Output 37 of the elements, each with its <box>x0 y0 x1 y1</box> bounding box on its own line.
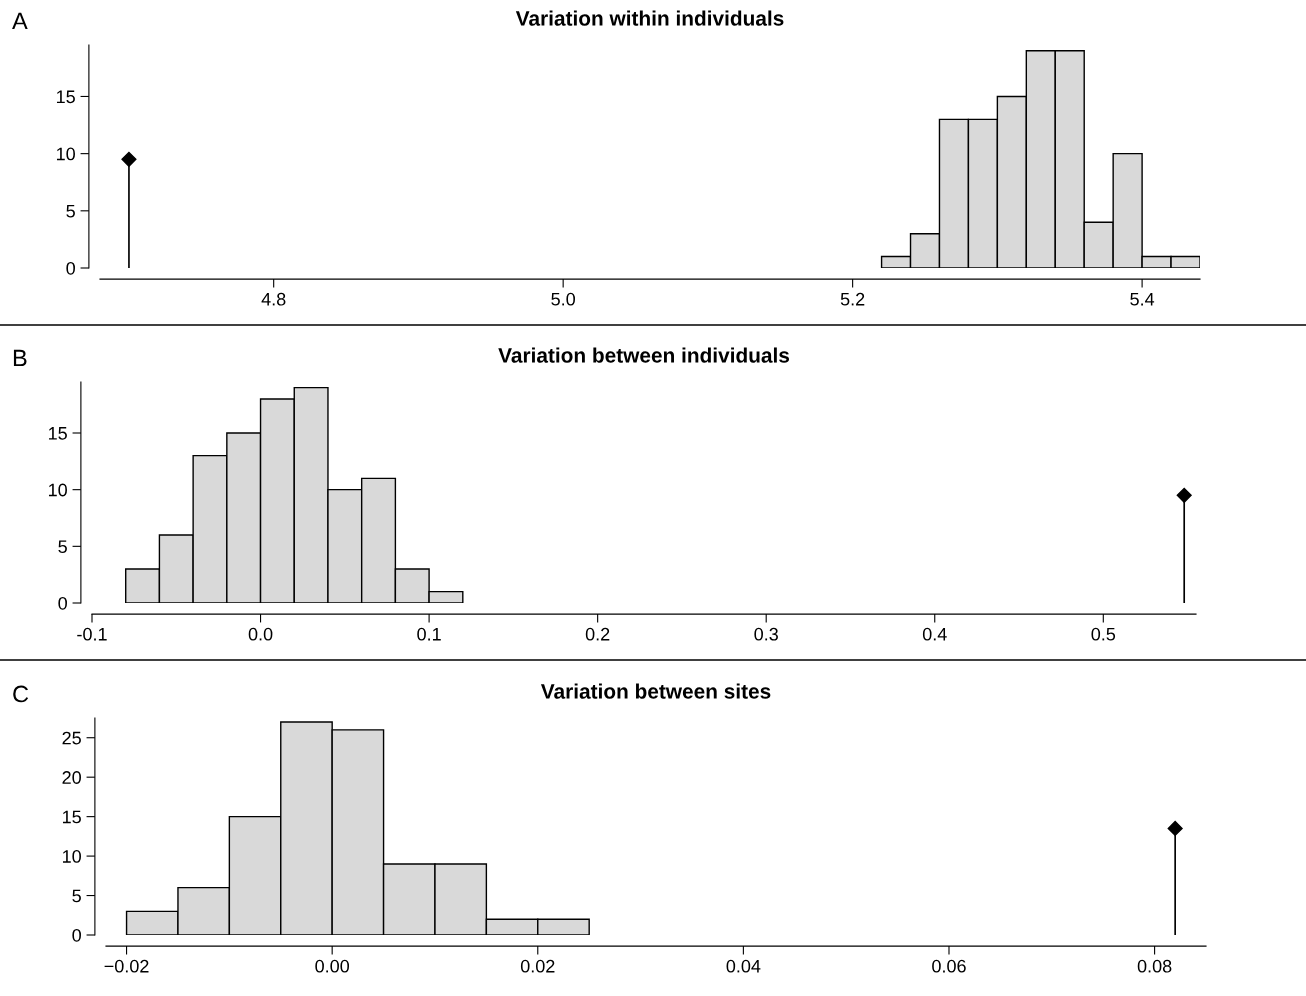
y-tick-label: 10 <box>56 147 75 161</box>
x-tick-label: 0.0 <box>248 627 273 641</box>
text: B <box>13 349 27 367</box>
x-tick-label: -0.1 <box>77 627 107 641</box>
x-tick-label: 0.08 <box>1137 959 1172 973</box>
x-tick-label: 0.4 <box>922 627 947 641</box>
y-tick-label: 15 <box>48 427 67 440</box>
chart-title: Variation between sites <box>540 683 771 699</box>
text: C <box>13 685 29 703</box>
text: A <box>12 12 28 30</box>
y-tick-label: 10 <box>62 850 81 863</box>
x-tick-label: 5.0 <box>551 292 575 306</box>
y-tick-label: 15 <box>56 90 75 104</box>
x-tick-label: 0.5 <box>1091 627 1116 641</box>
y-tick-label: 5 <box>66 204 75 218</box>
y-tick-label: 5 <box>58 540 67 554</box>
x-tick-label: 5.2 <box>840 292 865 306</box>
y-tick-label: 15 <box>62 810 81 824</box>
y-tick-label: 25 <box>62 731 81 745</box>
x-tick-label: 0.1 <box>417 627 441 641</box>
x-tick-label: 0.06 <box>932 959 966 973</box>
x-tick-label: 5.4 <box>1130 292 1155 306</box>
y-tick-label: 0 <box>66 261 75 275</box>
y-tick-label: 0 <box>72 928 81 942</box>
x-tick-label: 4.8 <box>261 292 286 306</box>
y-tick-label: 10 <box>48 483 67 497</box>
chart-title: Variation within individuals <box>515 10 784 26</box>
y-tick-label: 20 <box>62 771 81 784</box>
y-tick-label: 0 <box>58 596 67 610</box>
x-tick-label: 0.00 <box>315 959 350 973</box>
x-tick-label: 0.3 <box>754 627 778 641</box>
x-tick-label: 0.04 <box>726 959 761 973</box>
x-tick-label: 0.2 <box>585 627 610 641</box>
x-tick-label: −0.02 <box>104 959 149 973</box>
x-tick-label: 0.02 <box>520 959 555 973</box>
y-tick-label: 5 <box>72 889 81 903</box>
chart-title: Variation between individuals <box>498 347 790 363</box>
